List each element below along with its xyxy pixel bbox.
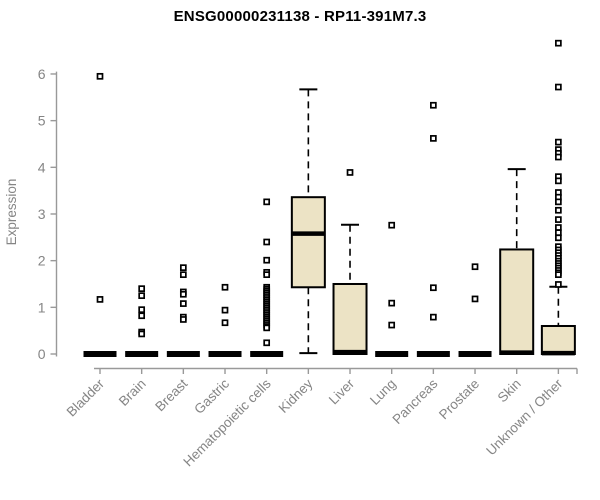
outlier-point [263, 339, 271, 347]
outlier-point [138, 312, 146, 320]
box-group [375, 221, 409, 357]
y-axis-label: Expression [4, 179, 19, 246]
outlier-point [555, 234, 562, 242]
x-tick-label: Prostate [436, 376, 482, 422]
x-tick-label: Brain [116, 376, 149, 409]
y-tick-label: 1 [38, 299, 46, 315]
box-group [208, 283, 242, 357]
outlier-point [388, 221, 396, 229]
outlier-point [138, 292, 146, 300]
x-tick-label: Skin [495, 376, 524, 405]
x-tick-label: Kidney [276, 376, 316, 416]
flat-box [250, 351, 284, 357]
flat-box [83, 351, 117, 357]
box-group [166, 264, 200, 357]
outlier-point [430, 284, 437, 292]
y-tick-label: 3 [38, 206, 46, 222]
outlier-point [263, 256, 271, 264]
box-rect [540, 324, 576, 355]
outlier-point [388, 321, 396, 329]
box-rect [332, 282, 368, 355]
outlier-point [388, 299, 396, 307]
box-rect [290, 196, 326, 289]
y-tick-label: 2 [38, 253, 46, 269]
outlier-point [430, 135, 437, 142]
outlier-point [138, 306, 146, 314]
flat-box [125, 351, 159, 357]
box-group [83, 72, 117, 357]
chart-title: ENSG00000231138 - RP11-391M7.3 [173, 8, 427, 25]
outlier-point [263, 238, 271, 246]
x-tick-label: Pancreas [390, 376, 441, 427]
outlier-point [430, 313, 437, 321]
box-group [332, 169, 368, 355]
box-group [458, 263, 492, 357]
flat-box [458, 351, 492, 357]
outlier-point [555, 281, 562, 288]
outlier-point [179, 271, 187, 279]
outlier-point [179, 290, 187, 298]
box-group [540, 39, 576, 356]
flat-box [208, 351, 242, 357]
outlier-point [555, 216, 562, 223]
outlier-point [263, 198, 271, 206]
outlier-point [138, 330, 146, 338]
y-tick-label: 5 [38, 113, 46, 129]
outlier-point [471, 263, 479, 271]
outlier-point [555, 271, 562, 279]
outlier-point [555, 224, 562, 231]
x-tick-label: Breast [152, 376, 190, 414]
x-tick-label: Liver [326, 376, 358, 408]
outlier-point [555, 153, 562, 161]
flat-box [375, 351, 409, 357]
x-tick-label: Gastric [191, 376, 232, 417]
y-tick-label: 0 [38, 346, 46, 362]
outlier-point [96, 296, 104, 303]
outlier-point [430, 101, 437, 109]
box-group [499, 168, 535, 355]
outlier-point [179, 300, 187, 307]
outlier-point [555, 198, 562, 206]
flat-box [166, 351, 200, 357]
outlier-point [263, 324, 271, 332]
outlier-point [555, 83, 562, 91]
flat-box [416, 351, 450, 357]
box-group [416, 101, 450, 357]
outlier-point [179, 264, 187, 272]
outlier-point [263, 271, 271, 279]
outlier-point [555, 229, 562, 237]
outlier-point [346, 169, 354, 176]
box-group [250, 198, 284, 357]
x-tick-label: Lung [367, 376, 399, 408]
box-group [290, 88, 326, 355]
outlier-point [221, 319, 229, 327]
outlier-point [555, 206, 562, 214]
outlier-point [179, 316, 187, 323]
y-tick-label: 6 [38, 66, 46, 82]
x-tick-label: Unknown / Other [483, 376, 566, 459]
outlier-point [96, 72, 104, 80]
outlier-point [555, 39, 562, 47]
outlier-point [138, 285, 146, 293]
y-tick-label: 4 [38, 159, 46, 175]
outlier-point [471, 295, 479, 303]
outlier-point [221, 283, 229, 291]
box-rect [499, 248, 535, 355]
outlier-point [555, 138, 562, 146]
box-group [125, 285, 159, 357]
outlier-point [555, 177, 562, 185]
outlier-point [221, 306, 229, 314]
x-tick-label: Bladder [64, 376, 108, 420]
